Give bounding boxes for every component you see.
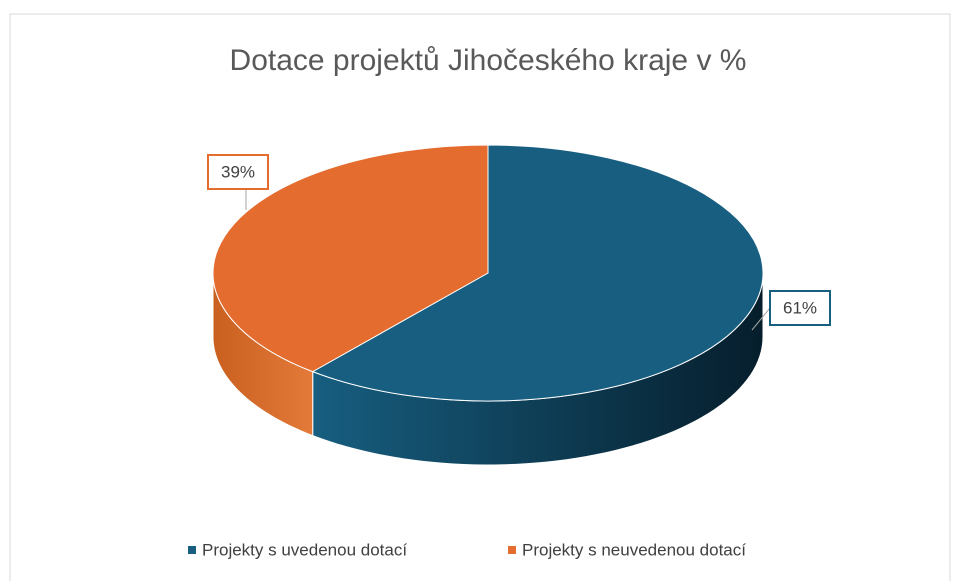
leader-line [751, 307, 771, 331]
legend-swatch [508, 546, 516, 554]
data-label: 61% [783, 298, 817, 317]
chart-title: Dotace projektů Jihočeského kraje v % [230, 44, 747, 77]
legend-label: Projekty s neuvedenou dotací [522, 540, 746, 559]
data-label-box [769, 290, 831, 326]
legend-label: Projekty s uvedenou dotací [202, 540, 407, 559]
slice [311, 144, 764, 402]
data-label: 39% [221, 162, 255, 181]
data-label-box [207, 154, 269, 190]
slice [212, 144, 489, 373]
legend-swatch [188, 546, 196, 554]
